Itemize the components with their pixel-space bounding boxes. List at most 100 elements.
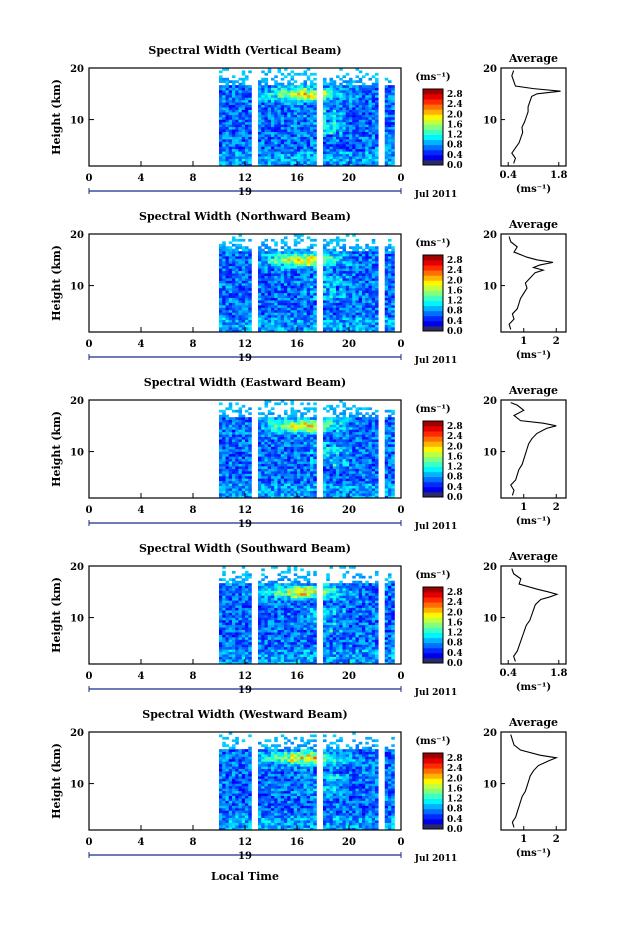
heatmap-cell — [267, 329, 272, 333]
heatmap-cell — [323, 107, 327, 110]
heatmap-cell — [368, 119, 373, 123]
heatmap-cell — [339, 90, 343, 93]
heatmap-cell — [388, 117, 392, 120]
heatmap-cell — [358, 419, 363, 423]
heatmap-cell — [238, 161, 243, 164]
heatmap-cell — [313, 488, 317, 491]
heatmap-cell — [326, 290, 330, 294]
heatmap-cell — [313, 163, 317, 167]
heatmap-cell — [241, 480, 246, 484]
heatmap-cell — [326, 121, 330, 125]
heatmap-cell — [219, 92, 223, 96]
heatmap-cell — [248, 424, 252, 428]
heatmap-cell — [225, 251, 230, 254]
heatmap-cell — [310, 141, 314, 145]
heatmap-cell — [310, 453, 314, 457]
heatmap-cell — [241, 309, 246, 313]
heatmap-cell — [310, 292, 314, 296]
heatmap-cell — [267, 480, 272, 484]
heatmap-cell — [388, 283, 392, 286]
heatmap-cell — [384, 251, 389, 254]
heatmap-cell — [280, 300, 285, 303]
heatmap-cell — [222, 322, 226, 325]
heatmap-cell — [248, 475, 252, 479]
heatmap-cell — [349, 278, 353, 281]
heatmap-cell — [326, 309, 330, 313]
heatmap-cell — [342, 302, 347, 306]
heatmap-cell — [310, 429, 314, 433]
heatmap-cell — [391, 112, 395, 115]
heatmap-cell — [310, 480, 314, 484]
heatmap-cell — [232, 263, 236, 267]
heatmap-cell — [300, 248, 304, 252]
heatmap-cell — [245, 314, 249, 318]
heatmap-cell — [228, 121, 233, 125]
heatmap-cell — [355, 256, 360, 259]
heatmap-cell — [306, 471, 311, 474]
heatmap-cell — [228, 329, 233, 333]
heatmap-cell — [235, 80, 239, 83]
heatmap-cell — [336, 444, 340, 447]
heatmap-cell — [290, 268, 295, 272]
heatmap-cell — [219, 327, 223, 330]
heatmap-cell — [297, 461, 301, 464]
heatmap-cell — [345, 297, 350, 301]
heatmap-cell — [280, 463, 285, 467]
heatmap-cell — [293, 463, 298, 467]
heatmap-cell — [323, 473, 327, 477]
heatmap-cell — [290, 285, 295, 289]
heatmap-cell — [284, 99, 288, 103]
heatmap-cell — [336, 129, 340, 132]
heatmap-cell — [222, 258, 226, 262]
heatmap-cell — [300, 151, 304, 155]
heatmap-cell — [362, 292, 366, 296]
heatmap-cell — [368, 324, 373, 328]
heatmap-cell — [293, 409, 298, 413]
heatmap-cell — [264, 475, 269, 479]
heatmap-cell — [264, 327, 269, 330]
heatmap-cell — [388, 307, 392, 311]
heatmap-cell — [310, 314, 314, 318]
heatmap-cell — [349, 493, 353, 496]
heatmap-cell — [306, 107, 311, 110]
heatmap-cell — [258, 466, 262, 469]
heatmap-cell — [300, 439, 304, 442]
heatmap-cell — [384, 246, 389, 249]
heatmap-cell — [355, 431, 360, 435]
heatmap-cell — [261, 258, 265, 262]
heatmap-cell — [274, 473, 278, 477]
heatmap-cell — [222, 307, 226, 311]
heatmap-cell — [342, 431, 347, 435]
heatmap-cell — [219, 273, 223, 276]
heatmap-cell — [248, 263, 252, 267]
heatmap-cell — [241, 126, 246, 130]
heatmap-cell — [271, 485, 275, 489]
heatmap-cell — [261, 77, 265, 81]
heatmap-cell — [219, 292, 223, 296]
heatmap-cell — [225, 329, 230, 333]
heatmap-cell — [384, 148, 389, 152]
heatmap-cell — [258, 97, 262, 101]
heatmap-cell — [280, 258, 285, 262]
heatmap-cell — [358, 153, 363, 157]
heatmap-cell — [342, 300, 347, 303]
heatmap-cell — [245, 131, 249, 135]
heatmap-cell — [245, 117, 249, 120]
heatmap-cell — [339, 329, 343, 333]
heatmap-cell — [225, 441, 230, 445]
heatmap-cell — [339, 251, 343, 254]
heatmap-cell — [375, 322, 379, 325]
heatmap-cell — [375, 260, 379, 264]
heatmap-cell — [306, 478, 311, 482]
heatmap-cell — [228, 473, 233, 477]
heatmap-cell — [362, 139, 366, 142]
heatmap-cell — [280, 109, 285, 113]
heatmap-cell — [300, 146, 304, 150]
heatmap-cell — [303, 322, 308, 325]
heatmap-cell — [280, 87, 285, 91]
heatmap-cell — [232, 305, 236, 308]
heatmap-cell — [293, 434, 298, 438]
heatmap-cell — [274, 451, 278, 455]
heatmap-cell — [310, 300, 314, 303]
heatmap-cell — [323, 407, 327, 411]
